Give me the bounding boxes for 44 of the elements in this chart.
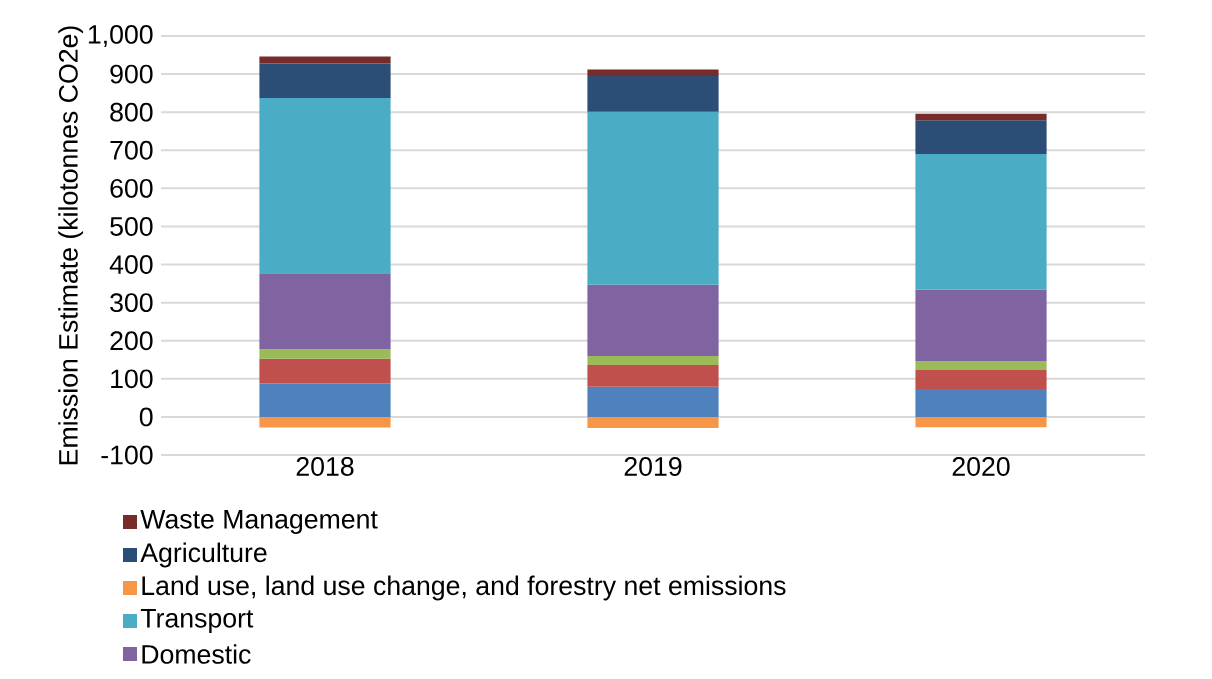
y-tick-label: 700 [110, 140, 153, 160]
y-tick-label: 900 [110, 64, 153, 84]
bar [259, 383, 391, 417]
y-tick-label: 600 [110, 178, 153, 198]
legend-label: Agriculture [140, 542, 267, 568]
y-tick-label: 800 [110, 102, 153, 122]
y-tick-label: 300 [110, 293, 153, 313]
x-tick-label: 2020 [952, 457, 1010, 476]
bar [259, 273, 391, 350]
y-tick-label: 200 [110, 331, 153, 351]
y-tick-label: 500 [110, 217, 153, 236]
y-tick-label: 1,000 [88, 24, 153, 48]
y-axis-title: Emission Estimate (kilotonnes CO2e) [58, 26, 84, 465]
y-tick-label: -100 [101, 445, 153, 465]
bar [587, 284, 719, 356]
x-tick-label: 2019 [624, 457, 682, 476]
bar [259, 98, 391, 274]
bar [915, 389, 1047, 417]
bar [587, 75, 719, 112]
bar [915, 289, 1047, 361]
bar [915, 113, 1047, 121]
bar [915, 154, 1047, 290]
bar [259, 63, 391, 99]
bar [915, 120, 1047, 155]
bar [587, 365, 719, 387]
bar [259, 358, 391, 384]
bar [587, 386, 719, 417]
bar [259, 416, 391, 428]
y-tick-label: 400 [109, 255, 153, 274]
bar [915, 370, 1047, 390]
bar [587, 69, 719, 76]
legend-label: Land use, land use change, and forestry net emissions [142, 575, 786, 601]
bar [915, 416, 1047, 428]
legend-label: Waste Management [140, 510, 378, 534]
legend-label: Transport [140, 609, 254, 633]
bar [587, 111, 719, 285]
bar [587, 416, 719, 428]
bar [259, 349, 391, 359]
bar [915, 360, 1047, 371]
x-tick-label: 2018 [296, 457, 354, 476]
y-tick-label: 0 [139, 407, 153, 427]
bar [587, 355, 719, 366]
legend-label: Domestic [142, 644, 251, 664]
y-tick-label: 100 [111, 369, 153, 389]
